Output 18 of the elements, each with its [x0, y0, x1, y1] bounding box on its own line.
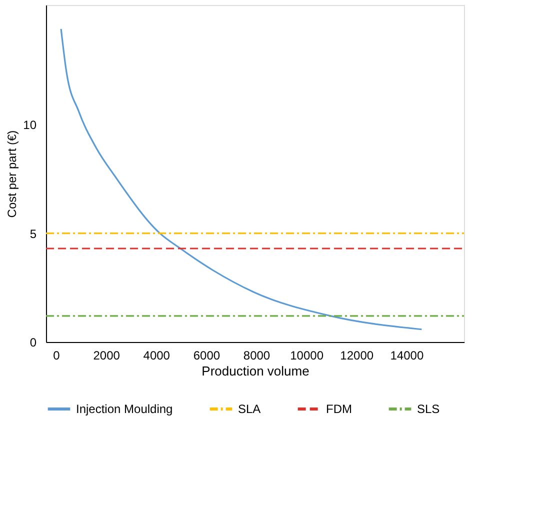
y-tick-label: 5: [30, 226, 37, 241]
legend-label: FDM: [326, 402, 352, 416]
y-axis-title: Cost per part (€): [5, 130, 20, 218]
x-tick-label: 8000: [243, 348, 270, 362]
legend-label: SLS: [417, 402, 440, 416]
y-tick-label: 10: [23, 118, 37, 132]
x-tick-label: 4000: [143, 348, 170, 362]
x-tick-label: 10000: [290, 348, 324, 362]
line-series: [60, 28, 422, 330]
legend-label: SLA: [238, 402, 261, 416]
y-tick-label: 0: [30, 336, 37, 350]
x-tick-label: 12000: [340, 348, 374, 362]
x-tick-label: 0: [53, 348, 60, 362]
x-tick-label: 2000: [93, 348, 120, 362]
x-tick-label: 14000: [390, 348, 424, 362]
x-axis-title: Production volume: [202, 364, 310, 378]
x-tick-label: 6000: [193, 348, 220, 362]
legend-label: Injection Moulding: [76, 402, 173, 416]
